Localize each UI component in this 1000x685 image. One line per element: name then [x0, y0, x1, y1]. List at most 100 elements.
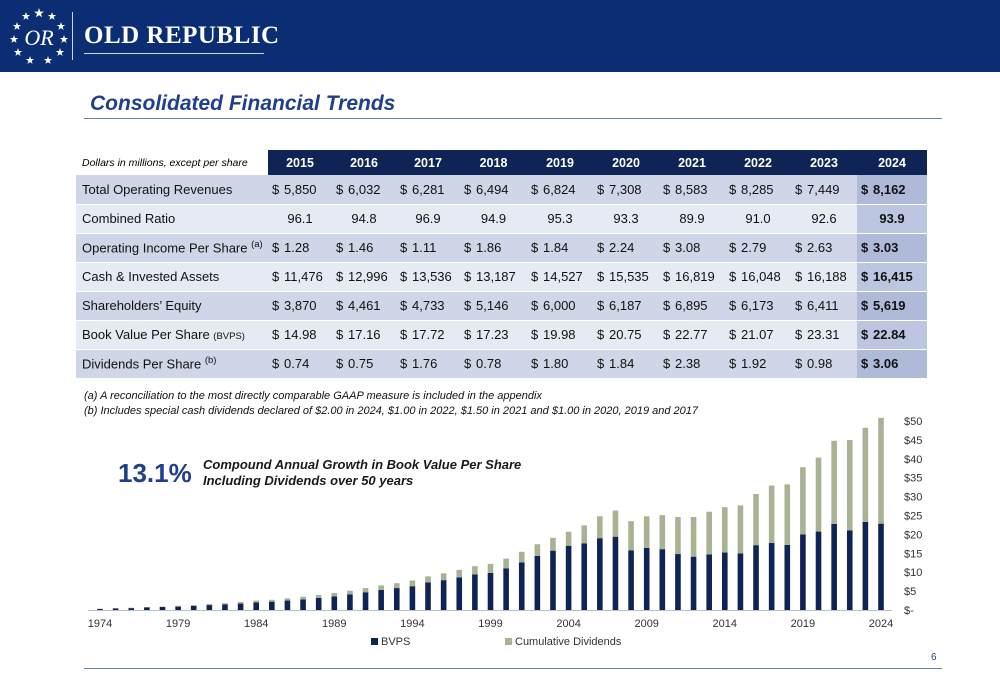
currency-symbol: $	[729, 298, 737, 313]
currency-symbol: $	[400, 240, 408, 255]
table-cell: $6,494	[460, 175, 527, 205]
cell-value: 94.8	[351, 211, 377, 226]
bar-bvps	[300, 599, 306, 610]
currency-symbol: $	[663, 240, 671, 255]
cell-value: 1.92	[741, 356, 767, 371]
currency-symbol: $	[597, 240, 605, 255]
table-cell: 96.9	[396, 204, 460, 234]
bar-bvps	[565, 545, 572, 610]
financial-trends-table: Dollars in millions, except per share 20…	[76, 150, 927, 379]
bar-cumulative-dividends	[284, 598, 291, 601]
table-header-row: Dollars in millions, except per share 20…	[76, 150, 927, 175]
bar-bvps	[831, 523, 837, 610]
table-cell: $1.46	[332, 233, 396, 263]
currency-symbol: $	[464, 240, 472, 255]
bar-cumulative-dividends	[347, 590, 353, 595]
cell-value: 5,850	[284, 181, 317, 197]
table-cell: 93.9	[857, 204, 927, 234]
bar-bvps	[456, 577, 463, 610]
table-cell: $1.84	[593, 349, 659, 379]
bar-cumulative-dividends	[237, 602, 244, 604]
currency-symbol: $	[272, 327, 280, 342]
row-label: Dividends Per Share (b)	[76, 349, 268, 379]
cell-value: 1.76	[412, 356, 438, 371]
cell-value: 3,870	[284, 298, 317, 313]
bar-cumulative-dividends	[534, 544, 541, 556]
bar-cumulative-dividends	[722, 507, 728, 553]
table-cell: $6,411	[791, 291, 857, 321]
bar-bvps	[253, 602, 259, 610]
legend-swatch-dividends	[505, 638, 512, 645]
bar-cumulative-dividends	[706, 511, 712, 555]
bar-bvps	[518, 562, 525, 610]
footnote-b: (b) Includes special cash dividends decl…	[84, 405, 699, 417]
cell-value: 1.86	[476, 240, 502, 255]
table-cell: $0.98	[791, 349, 857, 379]
logo-divider	[72, 12, 73, 60]
y-tick-label: $35	[904, 473, 922, 485]
currency-symbol: $	[272, 181, 280, 197]
table-cell: $15,535	[593, 262, 659, 292]
bar-bvps	[675, 554, 681, 610]
table-cell: $13,536	[396, 262, 460, 292]
currency-symbol: $	[464, 356, 472, 371]
table-cell: $22.77	[659, 320, 725, 350]
bar-bvps	[737, 553, 744, 610]
bar-cumulative-dividends	[643, 516, 650, 549]
bar-bvps	[284, 600, 291, 610]
page-number: 6	[931, 652, 937, 663]
table-cell: $1.11	[396, 233, 460, 263]
table-cell: $3.03	[857, 233, 927, 263]
table-cell: $17.23	[460, 320, 527, 350]
cell-value: 13,187	[476, 269, 516, 284]
bar-bvps	[753, 545, 759, 610]
bar-cumulative-dividends	[378, 585, 384, 590]
bar-bvps	[800, 534, 806, 610]
table-cell: $14.98	[268, 320, 332, 350]
currency-symbol: $	[861, 240, 869, 255]
table-cell: $17.16	[332, 320, 396, 350]
currency-symbol: $	[400, 298, 408, 313]
bar-cumulative-dividends	[175, 605, 181, 607]
cell-value: 6,000	[543, 298, 576, 313]
cell-value: 93.3	[613, 211, 639, 226]
x-tick-label: 1994	[400, 618, 424, 630]
year-header: 2020	[593, 150, 659, 175]
table-cell: $4,461	[332, 291, 396, 321]
currency-symbol: $	[272, 240, 280, 255]
bar-cumulative-dividends	[800, 467, 806, 535]
year-header: 2024	[857, 150, 927, 175]
page-title: Consolidated Financial Trends	[90, 92, 396, 115]
currency-symbol: $	[464, 298, 472, 313]
currency-symbol: $	[464, 269, 472, 284]
table-cell: $5,619	[857, 291, 927, 321]
table-cell: $11,476	[268, 262, 332, 292]
table-cell: $16,188	[791, 262, 857, 292]
cell-value: 6,187	[609, 298, 642, 313]
table-cell: $6,032	[332, 175, 396, 205]
cell-value: 14.98	[284, 327, 317, 342]
table-cell: $2.63	[791, 233, 857, 263]
table-cell: $8,162	[857, 175, 927, 205]
table-cell: $23.31	[791, 320, 857, 350]
bar-cumulative-dividends	[690, 517, 697, 557]
old-republic-seal-icon: OR	[9, 8, 69, 64]
bar-bvps	[393, 588, 400, 610]
cell-value: 1.80	[543, 356, 569, 371]
table-cell: $7,308	[593, 175, 659, 205]
cell-value: 0.98	[807, 356, 833, 371]
bar-cumulative-dividends	[565, 531, 572, 546]
row-label-text: Book Value Per Share	[82, 327, 210, 342]
bar-cumulative-dividends	[472, 566, 478, 575]
table-cell: $12,996	[332, 262, 396, 292]
currency-symbol: $	[663, 298, 671, 313]
bar-bvps	[347, 594, 353, 610]
x-tick-label: 1999	[478, 618, 502, 630]
cell-value: 7,449	[807, 181, 840, 197]
row-label-text: Combined Ratio	[82, 211, 176, 226]
bar-bvps	[597, 538, 603, 610]
cell-value: 23.31	[807, 327, 840, 342]
table-row: Operating Income Per Share (a) $1.28 $1.46…	[76, 233, 927, 263]
currency-symbol: $	[729, 327, 737, 342]
row-label-text: Total Operating Revenues	[82, 181, 233, 197]
